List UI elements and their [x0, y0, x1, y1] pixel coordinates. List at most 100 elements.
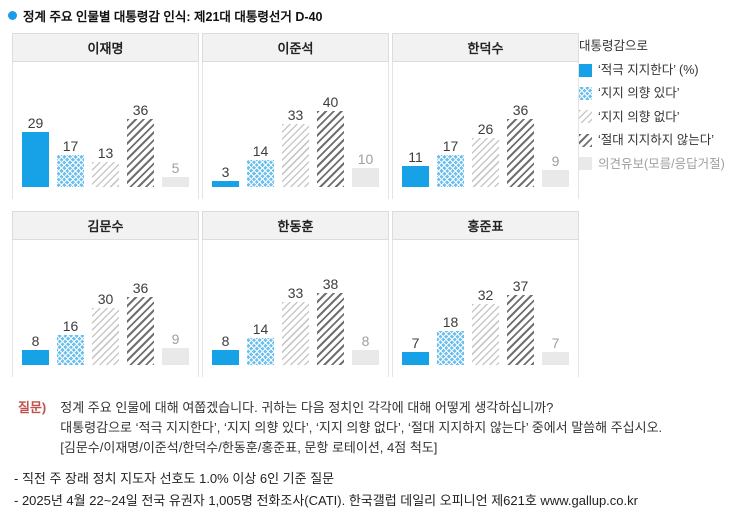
bar	[317, 111, 344, 187]
bar	[162, 348, 189, 365]
bar-value-label: 36	[132, 280, 149, 296]
legend-swatch-icon	[579, 63, 592, 77]
legend-label: 의견유보(모름/응답거절)	[598, 156, 725, 171]
legend-label: ‘지지 의향 없다’	[598, 109, 680, 124]
question-text: 정계 주요 인물에 대해 여쭙겠습니다. 귀하는 다음 정치인 각각에 대해 어…	[60, 398, 662, 458]
bar-value-label: 40	[322, 94, 339, 110]
bar	[507, 119, 534, 187]
panel-plot: 11 17 26 36 9	[392, 62, 579, 199]
bar-group: 33	[282, 108, 309, 187]
legend-item: ‘지지 의향 없다’	[579, 110, 740, 124]
bar	[282, 302, 309, 365]
bar-value-label: 11	[408, 149, 423, 165]
bar	[127, 119, 154, 187]
bar-value-label: 37	[512, 278, 529, 294]
bar-value-label: 13	[97, 145, 114, 161]
bar	[127, 297, 154, 365]
bar	[212, 181, 239, 187]
bar-group: 7	[542, 336, 569, 365]
bar-group: 29	[22, 116, 49, 187]
bar-group: 9	[162, 332, 189, 365]
bar-group: 9	[542, 154, 569, 187]
legend-label: ‘적극 지지한다’ (%)	[598, 63, 699, 77]
bar-group: 36	[127, 103, 154, 187]
bar	[317, 293, 344, 365]
bar	[542, 170, 569, 187]
bar-value-label: 17	[62, 138, 79, 154]
chart-panel: 한동훈 8 14 33 38 8	[202, 211, 389, 377]
bar-group: 18	[437, 315, 464, 365]
question-block: 질문) 정계 주요 인물에 대해 여쭙겠습니다. 귀하는 다음 정치인 각각에 …	[18, 398, 733, 458]
bar-group: 36	[127, 281, 154, 365]
bar-group: 37	[507, 279, 534, 365]
panel-plot: 3 14 33 40 10	[202, 62, 389, 199]
panel-title: 한동훈	[202, 211, 389, 240]
bar-value-label: 8	[361, 333, 370, 349]
panel-plot: 8 16 30 36 9	[12, 240, 199, 377]
bar	[352, 350, 379, 365]
bullet-icon	[8, 11, 17, 20]
bar-group: 26	[472, 122, 499, 187]
panel-title: 홍준표	[392, 211, 579, 240]
bar	[472, 138, 499, 187]
bar-group: 38	[317, 277, 344, 365]
bar	[542, 352, 569, 365]
bar	[472, 304, 499, 365]
bar-value-label: 7	[411, 335, 420, 351]
bar-value-label: 10	[357, 151, 374, 167]
bar	[437, 155, 464, 187]
question-line: [김문수/이재명/이준석/한덕수/한동훈/홍준표, 문항 로테이션, 4점 척도…	[60, 440, 438, 456]
bar-value-label: 18	[442, 314, 459, 330]
bar-group: 14	[247, 144, 274, 187]
bar-value-label: 9	[551, 153, 560, 169]
bar-group: 11	[402, 150, 429, 187]
legend: 대통령감으로 ‘적극 지지한다’ (%) ‘지지 의향 있다’ ‘지지 의향 없다’…	[579, 35, 740, 180]
bar-value-label: 26	[477, 121, 494, 137]
panel-title: 이준석	[202, 33, 389, 62]
legend-item: ‘적극 지지한다’ (%)	[579, 63, 740, 77]
bar	[352, 168, 379, 187]
bar-value-label: 38	[322, 276, 339, 292]
bar	[57, 155, 84, 187]
bar-value-label: 33	[287, 107, 304, 123]
bar	[247, 338, 274, 365]
panel-title: 한덕수	[392, 33, 579, 62]
bar-value-label: 29	[27, 115, 44, 131]
bar-value-label: 3	[221, 164, 230, 180]
bar-group: 13	[92, 146, 119, 187]
bar	[402, 166, 429, 187]
bar	[22, 132, 49, 187]
bar	[282, 124, 309, 187]
bar-group: 3	[212, 165, 239, 187]
chart-panel: 이재명 29 17 13 36 5	[12, 33, 199, 199]
legend-swatch-icon	[579, 110, 592, 124]
legend-item: ‘지지 의향 있다’	[579, 86, 740, 100]
chart-panel: 이준석 3 14 33 40 10	[202, 33, 389, 199]
bar-group: 8	[212, 334, 239, 365]
bar	[92, 308, 119, 365]
bar-value-label: 33	[287, 285, 304, 301]
question-label: 질문)	[18, 400, 47, 415]
page-title: 정계 주요 인물별 대통령감 인식: 제21대 대통령선거 D-40	[8, 6, 322, 25]
legend-title: 대통령감으로	[579, 39, 649, 53]
bar-value-label: 8	[31, 333, 40, 349]
bar-value-label: 30	[97, 291, 114, 307]
bar	[92, 162, 119, 187]
footnote-line: - 직전 주 장래 정치 지도자 선호도 1.0% 이상 6인 기준 질문	[14, 471, 335, 486]
panel-plot: 7 18 32 37 7	[392, 240, 579, 377]
bar-group: 17	[57, 139, 84, 187]
legend-label: ‘지지 의향 있다’	[598, 86, 680, 101]
chart-panel: 한덕수 11 17 26 36 9	[392, 33, 579, 199]
bar	[57, 335, 84, 365]
question-line: 정계 주요 인물에 대해 여쭙겠습니다. 귀하는 다음 정치인 각각에 대해 어…	[60, 400, 554, 415]
bar	[402, 352, 429, 365]
panel-plot: 8 14 33 38 8	[202, 240, 389, 377]
question-line: 대통령감으로 ‘적극 지지한다’, ‘지지 의향 있다’, ‘지지 의향 없다’…	[60, 420, 663, 436]
chart-panel: 김문수 8 16 30 36 9	[12, 211, 199, 377]
bar-group: 8	[22, 334, 49, 365]
bar-group: 17	[437, 139, 464, 187]
bar-value-label: 32	[477, 287, 494, 303]
legend-items: ‘적극 지지한다’ (%) ‘지지 의향 있다’ ‘지지 의향 없다’ ‘절대 지지하…	[579, 63, 740, 171]
bar-group: 8	[352, 334, 379, 365]
bar	[162, 177, 189, 187]
